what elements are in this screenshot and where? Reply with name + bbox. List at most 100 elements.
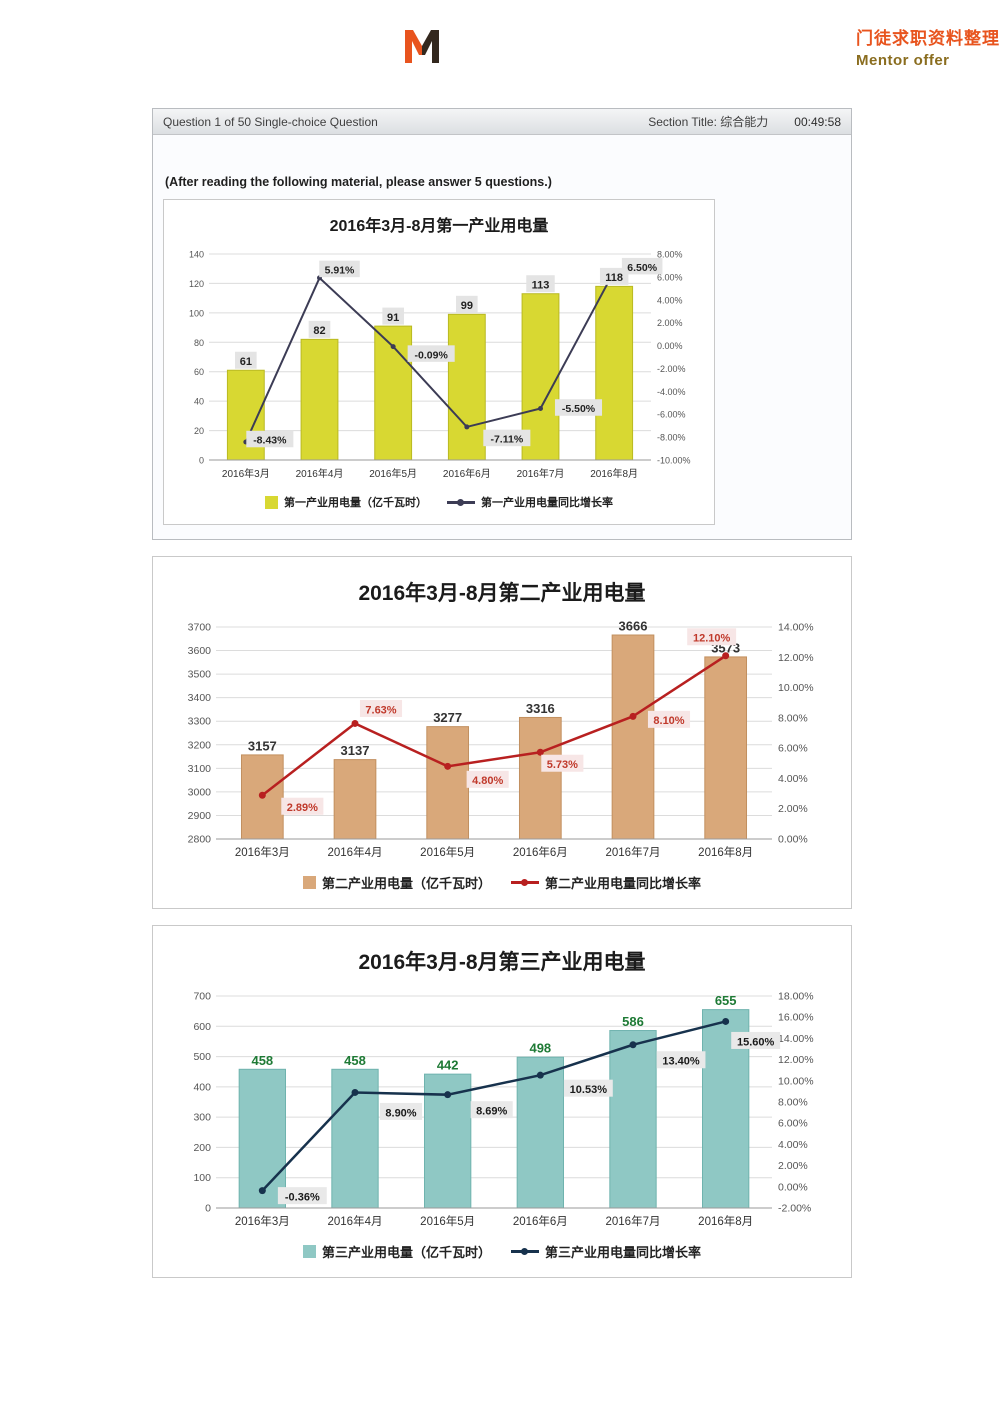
right-axis-tick: 8.00% [657, 250, 683, 260]
line-marker [536, 1071, 544, 1079]
right-axis-tick: -10.00% [657, 456, 691, 466]
left-axis-tick: 40 [194, 397, 204, 407]
x-axis-label: 2016年4月 [328, 1214, 383, 1228]
right-axis-tick: -6.00% [657, 410, 686, 420]
line-marker [464, 424, 470, 430]
left-axis-tick: 3500 [188, 669, 212, 681]
line-marker [444, 762, 452, 770]
growth-line [261, 654, 727, 797]
line-marker [629, 712, 637, 720]
value-label: 8.69% [476, 1106, 507, 1118]
legend-label: 第三产业用电量同比增长率 [545, 1245, 702, 1260]
growth-line [244, 270, 616, 443]
right-axis-tick: 14.00% [778, 1033, 814, 1045]
left-axis-tick: 120 [189, 279, 204, 289]
label-bg [466, 770, 509, 788]
right-axis-tick: 6.00% [657, 272, 683, 282]
legend-label: 第一产业用电量（亿千瓦时） [284, 497, 427, 509]
legend-label: 第二产业用电量（亿千瓦时） [321, 876, 491, 891]
left-axis-tick: 3300 [188, 716, 212, 728]
legend-item: 第三产业用电量（亿千瓦时） [302, 1242, 491, 1261]
right-axis-tick: 8.00% [778, 712, 808, 724]
x-axis-label: 2016年8月 [590, 467, 638, 480]
x-axis-label: 2016年4月 [296, 467, 344, 480]
legend-bar-swatch-icon [302, 876, 316, 889]
legend-line-swatch-icon [511, 1248, 539, 1255]
quiz-body: (After reading the following material, p… [153, 135, 851, 539]
left-axis-tick: 600 [193, 1021, 211, 1033]
left-axis-tick: 140 [189, 250, 204, 260]
bar [609, 1030, 657, 1209]
label-bg [687, 628, 737, 646]
value-label: 3137 [341, 743, 370, 758]
label-bg [319, 260, 360, 278]
left-axis-tick: 3000 [188, 786, 212, 798]
label-bg [731, 1031, 781, 1049]
value-label: 3316 [526, 701, 555, 716]
label-bg [379, 1102, 423, 1120]
x-axis-label: 2016年5月 [420, 845, 475, 859]
x-axis-label: 2016年6月 [513, 845, 568, 859]
legend-item: 第三产业用电量同比增长率 [511, 1242, 701, 1261]
label-bg [563, 1079, 613, 1097]
chart-card-secondary-industry: 2016年3月-8月第二产业用电量 2800 2900 3000 3100 3200 33… [152, 556, 852, 909]
x-axis-label: 2016年7月 [606, 845, 661, 859]
label-bg [382, 307, 404, 325]
right-axis-tick: 8.00% [778, 1097, 808, 1109]
value-label: 82 [313, 325, 325, 337]
label-bg [359, 699, 403, 717]
legend-line-swatch-icon [511, 879, 539, 886]
mentor-logo-icon [405, 30, 439, 63]
line-marker [258, 1187, 266, 1195]
label-bg [483, 429, 531, 447]
value-label: 61 [240, 356, 252, 368]
brand-text: 门徒求职资料整理 Mentor offer [856, 24, 1000, 69]
label-bg [526, 275, 555, 293]
right-axis-tick: -2.00% [657, 364, 686, 374]
value-label: 442 [437, 1058, 459, 1073]
value-label: 7.63% [365, 704, 396, 716]
chart-legend: 第一产业用电量（亿千瓦时） 第一产业用电量同比增长率 [172, 494, 706, 510]
right-axis-tick: 14.00% [778, 622, 814, 634]
right-axis-tick: 2.00% [778, 803, 808, 815]
secondary-industry-chart: 2800 2900 3000 3100 3200 3300 3400 3500 3600 3700… [188, 619, 814, 859]
x-axis-label: 2016年6月 [443, 467, 491, 480]
right-axis-tick: -8.00% [657, 433, 686, 443]
value-label: 12.10% [693, 633, 731, 645]
x-axis-label: 2016年5月 [369, 467, 417, 480]
left-axis-tick: 20 [194, 426, 204, 436]
left-axis-tick: 3600 [188, 645, 212, 657]
bar [300, 338, 339, 461]
label-bg [456, 295, 478, 313]
value-label: 3277 [433, 710, 462, 725]
value-label: 8.10% [653, 715, 684, 727]
left-axis-tick: 700 [193, 991, 211, 1003]
legend-item: 第一产业用电量同比增长率 [447, 494, 613, 510]
right-axis-tick: 10.00% [778, 1075, 814, 1087]
label-bg [277, 1187, 327, 1205]
bar [595, 285, 634, 461]
legend-line-swatch-icon [447, 498, 475, 506]
value-label: 5.73% [547, 759, 578, 771]
legend-item: 第一产业用电量（亿千瓦时） [265, 494, 427, 510]
right-axis-tick: 4.00% [778, 1139, 808, 1151]
label-bg [235, 351, 257, 369]
left-axis-tick: 3400 [188, 692, 212, 704]
label-bg [470, 1101, 513, 1119]
left-axis-tick: 400 [193, 1081, 211, 1093]
value-label: 3157 [248, 738, 277, 753]
value-label: 10.53% [570, 1084, 608, 1096]
bar [374, 325, 413, 461]
brand-header: 门徒求职资料整理 Mentor offer [0, 0, 1000, 80]
x-axis-label: 2016年8月 [698, 845, 753, 859]
right-axis-tick: 18.00% [778, 991, 814, 1003]
value-label: 118 [605, 272, 623, 284]
chart-card-tertiary-industry: 2016年3月-8月第三产业用电量 0 100 200 300 400 500 600 700… [152, 925, 852, 1278]
bar [447, 313, 486, 461]
brand-title: 门徒求职资料整理 [856, 28, 1000, 48]
right-axis-tick: 6.00% [778, 1118, 808, 1130]
line-marker [444, 1091, 452, 1099]
legend-label: 第一产业用电量同比增长率 [481, 497, 613, 509]
legend-label: 第二产业用电量同比增长率 [545, 876, 702, 891]
chart-legend: 第二产业用电量（亿千瓦时） 第二产业用电量同比增长率 [163, 873, 841, 892]
